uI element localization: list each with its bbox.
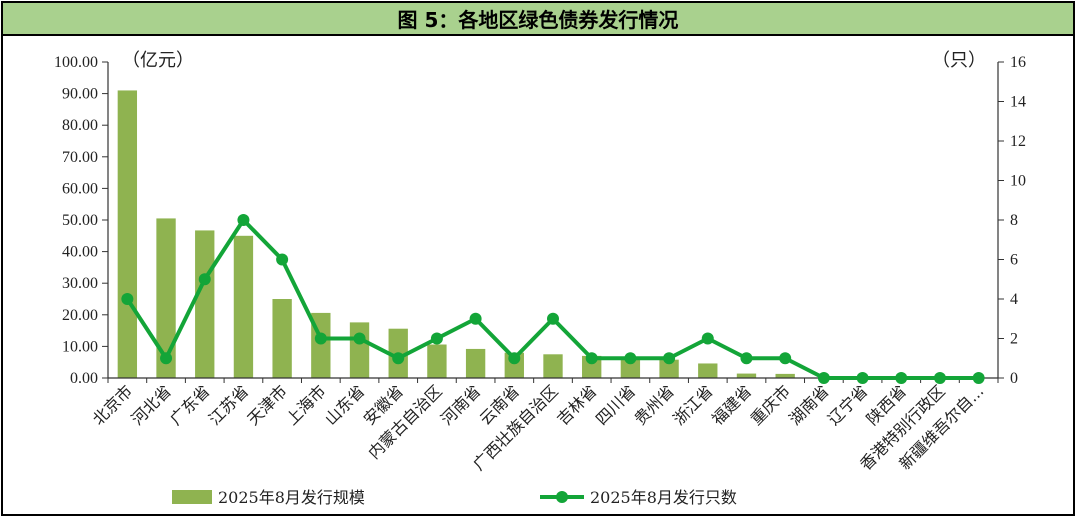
category-label: 河南省: [437, 381, 484, 428]
y-left-tick-label: 70.00: [62, 149, 98, 166]
count-point-6: [314, 332, 327, 345]
count-point-13: [585, 352, 598, 365]
bar-1: [117, 90, 138, 378]
y-right-tick-label: 2: [1010, 331, 1018, 348]
y-left-tick-label: 40.00: [62, 244, 98, 261]
legend-swatch-bar: [172, 490, 212, 504]
count-point-19: [817, 372, 830, 384]
category-label: 广东省: [166, 381, 213, 428]
count-point-4: [237, 214, 250, 226]
count-point-11: [508, 352, 521, 365]
count-point-10: [469, 312, 482, 325]
bar-12: [543, 354, 563, 378]
category-label: 湖南省: [785, 381, 832, 428]
bar-7: [349, 322, 370, 378]
count-point-1: [121, 293, 134, 305]
bar-5: [272, 299, 292, 378]
count-point-2: [160, 352, 173, 365]
chart-title: 图 5：各地区绿色债券发行情况: [3, 3, 1073, 36]
count-point-18: [779, 352, 792, 365]
bar-17: [736, 373, 757, 378]
bar-9: [427, 344, 447, 378]
count-point-3: [198, 273, 211, 286]
category-label: 贵州省: [631, 381, 678, 428]
category-label: 上海市: [282, 381, 329, 428]
count-point-17: [740, 352, 753, 365]
bar-3: [195, 230, 215, 378]
y-left-tick-label: 90.00: [62, 86, 98, 103]
category-label: 四川省: [592, 381, 639, 428]
y-right-tick-label: 16: [1010, 54, 1026, 71]
count-point-7: [353, 332, 366, 345]
bar-18: [775, 373, 795, 378]
count-point-8: [392, 352, 405, 365]
y-left-unit-label: （亿元）: [122, 50, 194, 71]
legend-label-line: 2025年8月发行只数: [590, 488, 737, 507]
count-point-14: [624, 352, 637, 365]
count-point-12: [547, 312, 559, 325]
legend-label-bar: 2025年8月发行规模: [218, 488, 365, 507]
category-label: 山东省: [321, 381, 368, 428]
category-label: 河北省: [127, 381, 174, 428]
bar-4: [233, 235, 254, 378]
y-left-tick-label: 60.00: [62, 180, 98, 197]
y-right-unit-label: （只）: [932, 50, 986, 71]
category-label: 北京市: [89, 381, 136, 428]
y-left-tick-label: 50.00: [62, 212, 98, 229]
category-label: 辽宁省: [824, 381, 871, 428]
count-point-23: [972, 372, 985, 384]
y-right-tick-label: 12: [1010, 133, 1026, 150]
count-point-21: [895, 372, 908, 384]
category-label: 江苏省: [205, 381, 252, 428]
y-left-tick-label: 20.00: [62, 307, 98, 324]
y-left-tick-label: 100.00: [54, 54, 98, 71]
count-point-9: [430, 332, 443, 345]
category-label: 天津市: [244, 381, 291, 428]
bar-2: [156, 218, 176, 378]
legend-swatch-marker: [556, 491, 568, 503]
category-label: 重庆市: [747, 381, 794, 428]
y-left-tick-label: 10.00: [62, 338, 98, 355]
count-point-22: [933, 372, 946, 384]
count-point-15: [663, 352, 676, 365]
y-left-tick-label: 80.00: [62, 117, 98, 134]
category-label: 浙江省: [669, 381, 716, 428]
category-label: 福建省: [708, 381, 755, 428]
y-left-tick-label: 0.00: [70, 370, 98, 387]
y-right-tick-label: 4: [1010, 291, 1018, 308]
bar-10: [465, 348, 486, 378]
category-label: 吉林省: [553, 381, 600, 428]
bar-14: [620, 357, 641, 378]
bar-15: [659, 359, 679, 378]
count-point-16: [701, 332, 714, 345]
bar-16: [698, 363, 718, 378]
y-right-tick-label: 0: [1010, 370, 1018, 387]
y-right-tick-label: 8: [1010, 212, 1018, 229]
y-right-tick-label: 14: [1010, 94, 1026, 111]
count-point-20: [856, 372, 869, 384]
y-right-tick-label: 10: [1010, 173, 1026, 190]
count-point-5: [276, 253, 289, 266]
y-left-tick-label: 30.00: [62, 275, 98, 292]
y-right-tick-label: 6: [1010, 252, 1018, 269]
